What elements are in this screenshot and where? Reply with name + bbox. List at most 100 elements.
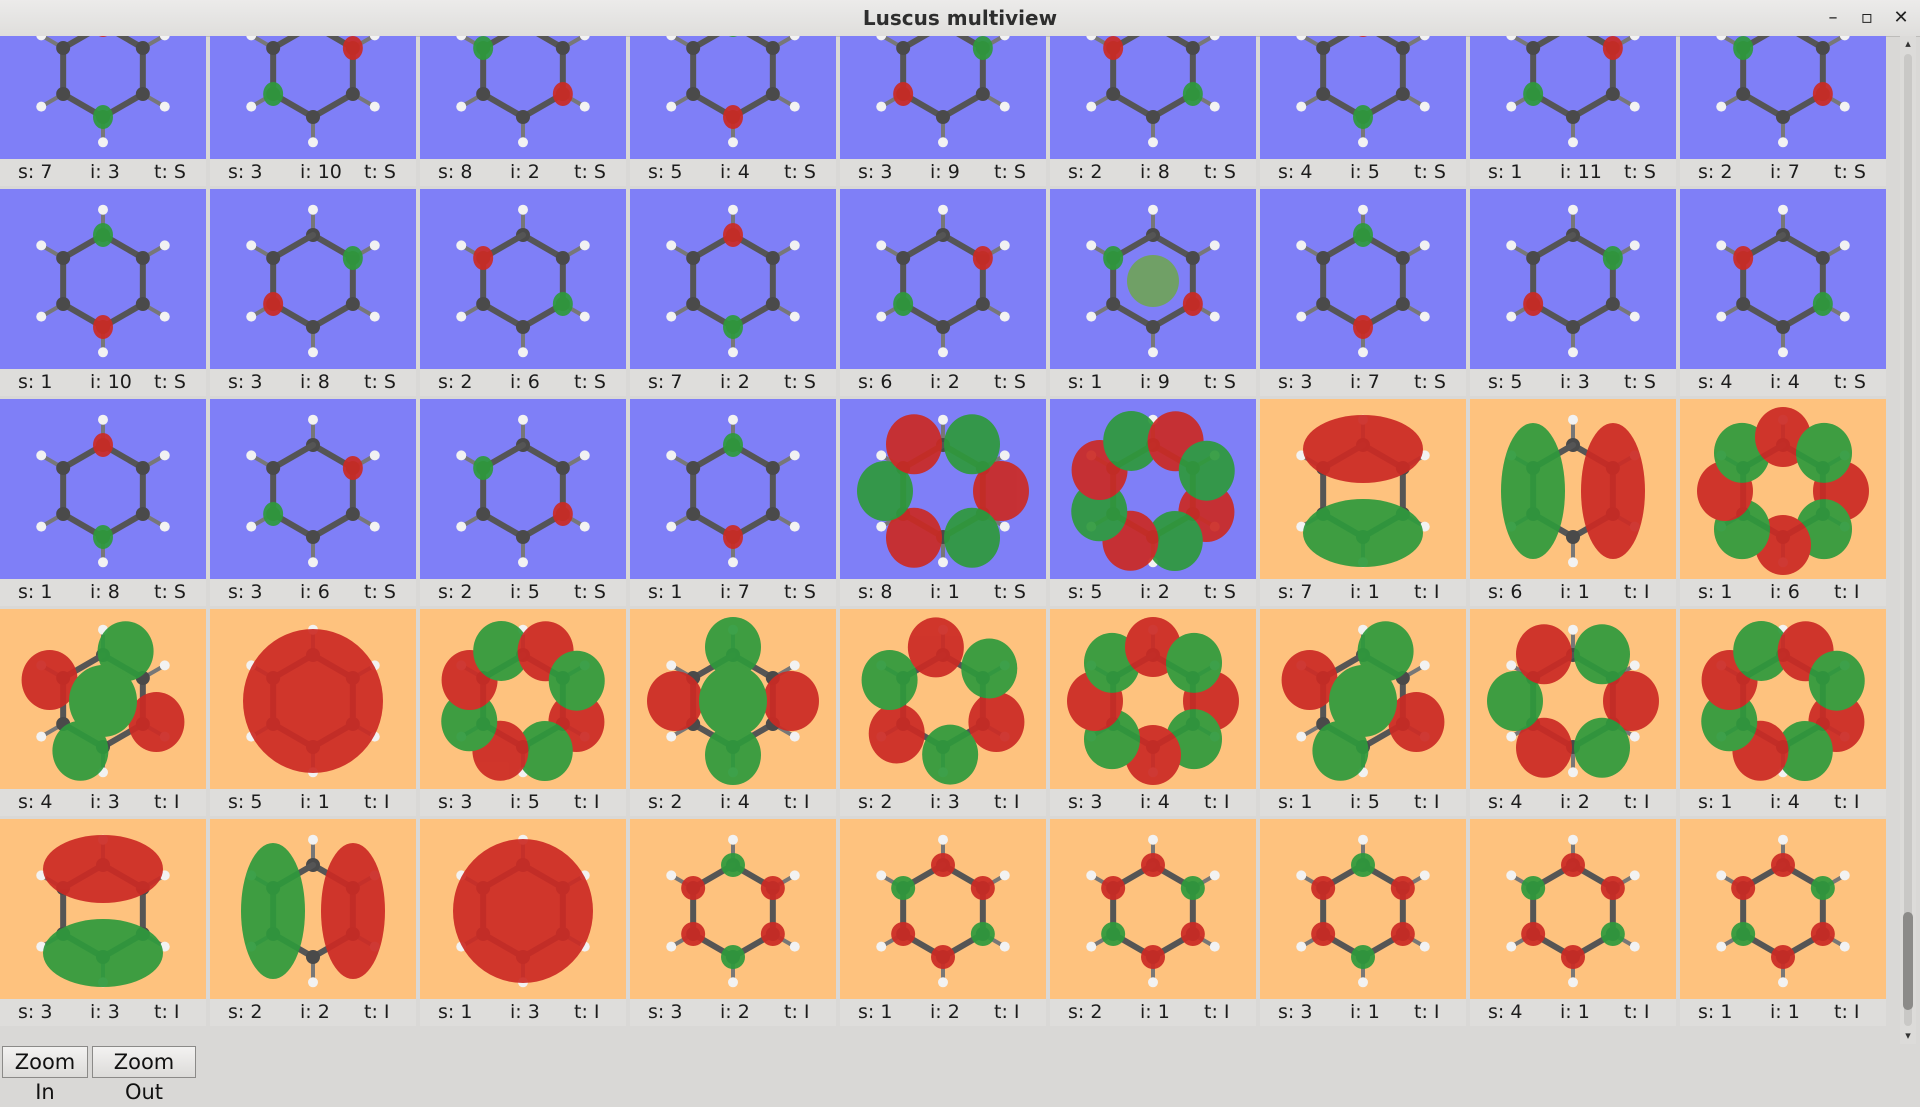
orbital-tile[interactable]: s: 4 i: 2 t: I bbox=[1470, 609, 1676, 816]
orbital-tile[interactable]: s: 3 i: 10 t: S bbox=[210, 36, 416, 186]
orbital-tile[interactable]: s: 1 i: 11 t: S bbox=[1470, 36, 1676, 186]
orbital-tile[interactable]: s: 3 i: 5 t: I bbox=[420, 609, 626, 816]
orbital-tile[interactable]: s: 3 i: 6 t: S bbox=[210, 399, 416, 606]
orbital-render[interactable] bbox=[1470, 189, 1676, 369]
orbital-render[interactable] bbox=[0, 36, 206, 159]
scroll-track[interactable] bbox=[1904, 54, 1912, 1026]
orbital-render[interactable] bbox=[420, 819, 626, 999]
maximize-icon[interactable]: ▫ bbox=[1860, 7, 1874, 28]
scroll-down-icon[interactable]: ▾ bbox=[1905, 1029, 1911, 1042]
orbital-tile[interactable]: s: 4 i: 3 t: I bbox=[0, 609, 206, 816]
orbital-tile[interactable]: s: 3 i: 9 t: S bbox=[840, 36, 1046, 186]
orbital-render[interactable] bbox=[630, 609, 836, 789]
orbital-tile[interactable]: s: 6 i: 1 t: I bbox=[1470, 399, 1676, 606]
orbital-render[interactable] bbox=[210, 609, 416, 789]
orbital-tile[interactable]: s: 1 i: 9 t: S bbox=[1050, 189, 1256, 396]
orbital-tile[interactable]: s: 1 i: 8 t: S bbox=[0, 399, 206, 606]
orbital-render[interactable] bbox=[1470, 819, 1676, 999]
orbital-tile[interactable]: s: 7 i: 2 t: S bbox=[630, 189, 836, 396]
orbital-render[interactable] bbox=[1680, 399, 1886, 579]
orbital-tile[interactable]: s: 5 i: 4 t: S bbox=[630, 36, 836, 186]
orbital-render[interactable] bbox=[1260, 36, 1466, 159]
orbital-render[interactable] bbox=[210, 399, 416, 579]
orbital-render[interactable] bbox=[1050, 36, 1256, 159]
orbital-tile[interactable]: s: 2 i: 8 t: S bbox=[1050, 36, 1256, 186]
orbital-tile[interactable]: s: 3 i: 2 t: I bbox=[630, 819, 836, 1026]
orbital-render[interactable] bbox=[1680, 819, 1886, 999]
orbital-render[interactable] bbox=[630, 399, 836, 579]
orbital-render[interactable] bbox=[420, 36, 626, 159]
orbital-render[interactable] bbox=[0, 399, 206, 579]
orbital-tile[interactable]: s: 1 i: 6 t: I bbox=[1680, 399, 1886, 606]
orbital-render[interactable] bbox=[840, 609, 1046, 789]
orbital-render[interactable] bbox=[840, 819, 1046, 999]
scroll-thumb[interactable] bbox=[1903, 912, 1913, 1010]
orbital-tile[interactable]: s: 1 i: 7 t: S bbox=[630, 399, 836, 606]
orbital-tile[interactable]: s: 3 i: 3 t: I bbox=[0, 819, 206, 1026]
orbital-render[interactable] bbox=[630, 819, 836, 999]
orbital-tile[interactable]: s: 6 i: 2 t: S bbox=[840, 189, 1046, 396]
orbital-render[interactable] bbox=[1050, 189, 1256, 369]
orbital-tile[interactable]: s: 8 i: 1 t: S bbox=[840, 399, 1046, 606]
orbital-tile[interactable]: s: 2 i: 2 t: I bbox=[210, 819, 416, 1026]
orbital-tile[interactable]: s: 7 i: 3 t: S bbox=[0, 36, 206, 186]
orbital-render[interactable] bbox=[420, 609, 626, 789]
orbital-render[interactable] bbox=[1680, 609, 1886, 789]
orbital-render[interactable] bbox=[1050, 399, 1256, 579]
orbital-tile[interactable]: s: 7 i: 1 t: I bbox=[1260, 399, 1466, 606]
orbital-render[interactable] bbox=[1050, 609, 1256, 789]
orbital-render[interactable] bbox=[1470, 36, 1676, 159]
orbital-render[interactable] bbox=[1260, 399, 1466, 579]
orbital-render[interactable] bbox=[1470, 609, 1676, 789]
orbital-tile[interactable]: s: 2 i: 5 t: S bbox=[420, 399, 626, 606]
orbital-tile[interactable]: s: 2 i: 7 t: S bbox=[1680, 36, 1886, 186]
zoom-out-button[interactable]: Zoom Out bbox=[92, 1046, 196, 1104]
orbital-tile[interactable]: s: 3 i: 7 t: S bbox=[1260, 189, 1466, 396]
orbital-render[interactable] bbox=[840, 189, 1046, 369]
orbital-render[interactable] bbox=[0, 819, 206, 999]
orbital-render[interactable] bbox=[1260, 609, 1466, 789]
orbital-render[interactable] bbox=[210, 189, 416, 369]
orbital-tile[interactable]: s: 1 i: 4 t: I bbox=[1680, 609, 1886, 816]
orbital-tile[interactable]: s: 2 i: 6 t: S bbox=[420, 189, 626, 396]
orbital-tile[interactable]: s: 4 i: 4 t: S bbox=[1680, 189, 1886, 396]
orbital-tile[interactable]: s: 4 i: 1 t: I bbox=[1470, 819, 1676, 1026]
orbital-tile[interactable]: s: 5 i: 2 t: S bbox=[1050, 399, 1256, 606]
zoom-in-button[interactable]: Zoom In bbox=[2, 1046, 88, 1104]
orbital-tile[interactable]: s: 1 i: 10 t: S bbox=[0, 189, 206, 396]
orbital-render[interactable] bbox=[630, 189, 836, 369]
orbital-tile[interactable]: s: 1 i: 3 t: I bbox=[420, 819, 626, 1026]
orbital-tile[interactable]: s: 3 i: 8 t: S bbox=[210, 189, 416, 396]
orbital-tile[interactable]: s: 1 i: 1 t: I bbox=[1680, 819, 1886, 1026]
orbital-render[interactable] bbox=[1260, 189, 1466, 369]
close-icon[interactable]: ✕ bbox=[1893, 7, 1909, 28]
orbital-tile[interactable]: s: 1 i: 2 t: I bbox=[840, 819, 1046, 1026]
orbital-tile[interactable]: s: 3 i: 4 t: I bbox=[1050, 609, 1256, 816]
orbital-tile[interactable]: s: 3 i: 1 t: I bbox=[1260, 819, 1466, 1026]
orbital-render[interactable] bbox=[210, 36, 416, 159]
orbital-render[interactable] bbox=[1050, 819, 1256, 999]
orbital-tile[interactable]: s: 4 i: 5 t: S bbox=[1260, 36, 1466, 186]
orbital-render[interactable] bbox=[0, 189, 206, 369]
orbital-render[interactable] bbox=[0, 609, 206, 789]
orbital-render[interactable] bbox=[840, 36, 1046, 159]
scroll-up-icon[interactable]: ▴ bbox=[1905, 37, 1911, 50]
orbital-tile[interactable]: s: 2 i: 3 t: I bbox=[840, 609, 1046, 816]
orbital-render[interactable] bbox=[210, 819, 416, 999]
orbital-render[interactable] bbox=[1680, 189, 1886, 369]
orbital-render[interactable] bbox=[1680, 36, 1886, 159]
orbital-render[interactable] bbox=[420, 189, 626, 369]
orbital-tile[interactable]: s: 5 i: 1 t: I bbox=[210, 609, 416, 816]
vertical-scrollbar[interactable]: ▴ ▾ bbox=[1900, 36, 1916, 1044]
orbital-render[interactable] bbox=[420, 399, 626, 579]
orbital-tile[interactable]: s: 8 i: 2 t: S bbox=[420, 36, 626, 186]
orbital-tile[interactable]: s: 2 i: 1 t: I bbox=[1050, 819, 1256, 1026]
orbital-render[interactable] bbox=[630, 36, 836, 159]
orbital-render[interactable] bbox=[1470, 399, 1676, 579]
orbital-tile[interactable]: s: 1 i: 5 t: I bbox=[1260, 609, 1466, 816]
orbital-tile[interactable]: s: 5 i: 3 t: S bbox=[1470, 189, 1676, 396]
orbital-render[interactable] bbox=[840, 399, 1046, 579]
orbital-tile[interactable]: s: 2 i: 4 t: I bbox=[630, 609, 836, 816]
orbital-render[interactable] bbox=[1260, 819, 1466, 999]
minimize-icon[interactable]: – bbox=[1828, 7, 1838, 28]
